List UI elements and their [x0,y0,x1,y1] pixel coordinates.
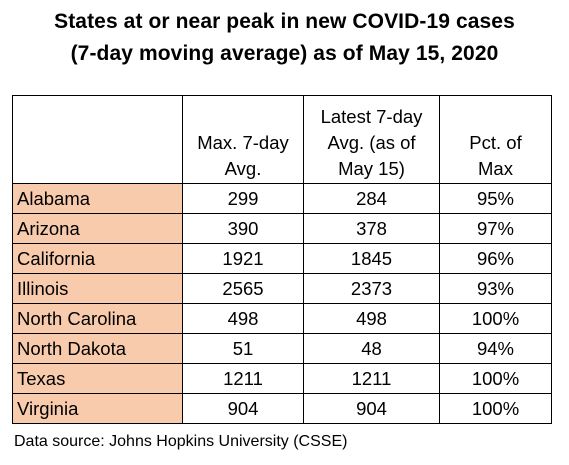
max-cell: 904 [182,393,304,424]
table-row: North Carolina 498 498 100% [12,303,552,334]
header-latest-line-2: Avg. (as of [327,132,416,153]
max-cell: 390 [182,213,304,244]
pct-cell: 95% [439,183,552,214]
data-table: Max. 7-day Avg. Latest 7-day Avg. (as of… [12,95,552,424]
title-line-2: (7-day moving average) as of May 15, 202… [70,42,499,65]
header-pct: Pct. of Max [439,95,552,184]
latest-cell: 2373 [303,273,440,304]
pct-cell: 97% [439,213,552,244]
header-pct-line-2: Max [478,158,513,179]
max-cell: 51 [182,333,304,364]
table-row: North Dakota 51 48 94% [12,333,552,364]
header-pct-line-1: Pct. of [469,132,522,153]
table-row: Arizona 390 378 97% [12,213,552,244]
latest-cell: 904 [303,393,440,424]
latest-cell: 378 [303,213,440,244]
table-row: Illinois 2565 2373 93% [12,273,552,304]
max-cell: 299 [182,183,304,214]
table-row: California 1921 1845 96% [12,243,552,274]
header-max-line-1: Max. 7-day [197,132,289,153]
latest-cell: 498 [303,303,440,334]
header-latest-line-3: May 15) [338,158,405,179]
latest-cell: 1845 [303,243,440,274]
pct-cell: 100% [439,393,552,424]
header-row: Max. 7-day Avg. Latest 7-day Avg. (as of… [12,95,552,184]
max-cell: 498 [182,303,304,334]
header-max-line-2: Avg. [224,158,262,179]
table-row: Texas 1211 1211 100% [12,363,552,394]
header-latest: Latest 7-day Avg. (as of May 15) [303,95,440,184]
pct-cell: 93% [439,273,552,304]
latest-cell: 1211 [303,363,440,394]
state-cell: Virginia [12,393,183,424]
title-line-1: States at or near peak in new COVID-19 c… [54,10,515,33]
table-row: Alabama 299 284 95% [12,183,552,214]
header-latest-line-1: Latest 7-day [320,106,423,127]
state-cell: Alabama [12,183,183,214]
max-cell: 2565 [182,273,304,304]
latest-cell: 284 [303,183,440,214]
state-cell: North Dakota [12,333,183,364]
state-cell: North Carolina [12,303,183,334]
state-cell: Illinois [12,273,183,304]
pct-cell: 100% [439,363,552,394]
chart-title: States at or near peak in new COVID-19 c… [0,6,569,70]
max-cell: 1211 [182,363,304,394]
header-max: Max. 7-day Avg. [182,95,304,184]
state-cell: Texas [12,363,183,394]
pct-cell: 96% [439,243,552,274]
state-cell: California [12,243,183,274]
pct-cell: 100% [439,303,552,334]
max-cell: 1921 [182,243,304,274]
header-state [12,95,183,184]
pct-cell: 94% [439,333,552,364]
state-cell: Arizona [12,213,183,244]
data-source-note: Data source: Johns Hopkins University (C… [14,433,348,450]
latest-cell: 48 [303,333,440,364]
table-row: Virginia 904 904 100% [12,393,552,424]
